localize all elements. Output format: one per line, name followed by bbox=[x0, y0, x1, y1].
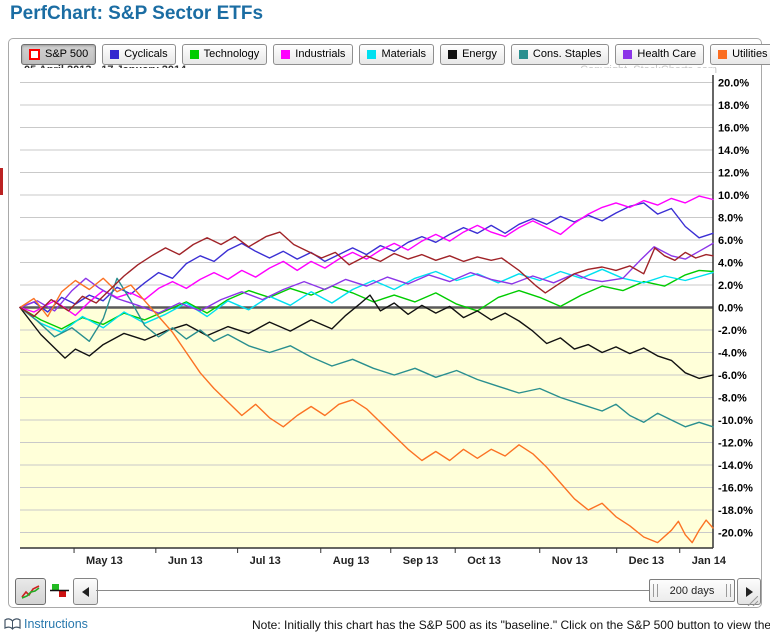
x-axis-label: Jul 13 bbox=[250, 555, 281, 567]
y-axis-label: -20.0% bbox=[718, 528, 753, 540]
series-line-energy bbox=[19, 294, 714, 380]
y-axis-label: -14.0% bbox=[718, 460, 753, 472]
legend-button-materials[interactable]: Materials bbox=[359, 43, 435, 65]
resize-grip[interactable] bbox=[746, 596, 758, 606]
y-axis-label: -6.0% bbox=[718, 370, 747, 382]
footer: Instructions Note: Initially this chart … bbox=[0, 611, 770, 641]
legend-label: Utilities bbox=[732, 48, 768, 60]
line-mode-button[interactable] bbox=[15, 578, 46, 605]
legend-label: Materials bbox=[381, 48, 427, 60]
page-title: PerfChart: S&P Sector ETFs bbox=[10, 3, 264, 24]
y-axis-label: 6.0% bbox=[718, 235, 743, 247]
legend-button-utilities[interactable]: Utilities bbox=[710, 43, 770, 65]
plot-bg-negative bbox=[20, 307, 713, 548]
x-axis-label: Oct 13 bbox=[467, 555, 501, 567]
right-arrow-icon bbox=[745, 586, 753, 597]
y-axis-label: 2.0% bbox=[718, 280, 743, 292]
y-axis-label: -12.0% bbox=[718, 438, 753, 450]
legend-button-health-care[interactable]: Health Care bbox=[615, 43, 705, 65]
series-line-health-care bbox=[19, 242, 714, 314]
legend-swatch bbox=[623, 49, 633, 59]
x-axis-label: Jan 14 bbox=[692, 555, 727, 567]
y-axis-label: -10.0% bbox=[718, 415, 753, 427]
x-axis-label: Nov 13 bbox=[552, 555, 588, 567]
legend-button-industrials[interactable]: Industrials bbox=[273, 43, 354, 65]
range-label: 200 days bbox=[669, 584, 715, 597]
histogram-mode-button[interactable] bbox=[48, 579, 71, 602]
legend-label: Cons. Staples bbox=[532, 48, 602, 60]
legend-button-technology[interactable]: Technology bbox=[181, 43, 268, 65]
sector-legend-bar: S&P 500 Cyclicals Technology Industrials Mat… bbox=[21, 43, 770, 65]
legend-button-cyclicals[interactable]: Cyclicals bbox=[102, 43, 176, 65]
y-axis-label: 0.0% bbox=[718, 303, 743, 315]
y-axis-label: 14.0% bbox=[718, 145, 749, 157]
range-slider-thumb[interactable]: 200 days bbox=[649, 579, 735, 602]
legend-swatch bbox=[29, 48, 40, 60]
thumb-grip-right bbox=[726, 584, 731, 597]
y-axis-label: 4.0% bbox=[718, 258, 743, 270]
x-axis-label: Dec 13 bbox=[629, 555, 664, 567]
legend-swatch bbox=[448, 49, 458, 59]
x-axis-label: May 13 bbox=[86, 555, 123, 567]
range-slider-track[interactable] bbox=[96, 590, 651, 591]
y-axis-label: -2.0% bbox=[718, 325, 747, 337]
y-axis-label: -18.0% bbox=[718, 505, 753, 517]
baseline-note: Note: Initially this chart has the S&P 5… bbox=[252, 618, 770, 632]
legend-button-energy[interactable]: Energy bbox=[440, 43, 505, 65]
y-axis-label: 18.0% bbox=[718, 100, 749, 112]
x-axis-label: Jun 13 bbox=[168, 555, 203, 567]
legend-label: Industrials bbox=[295, 48, 346, 60]
y-axis-label: -8.0% bbox=[718, 393, 747, 405]
x-axis-label: Sep 13 bbox=[403, 555, 438, 567]
left-edge-marker bbox=[0, 168, 3, 195]
y-axis-label: -16.0% bbox=[718, 483, 753, 495]
scroll-left-button[interactable] bbox=[73, 578, 98, 605]
legend-label: Health Care bbox=[637, 48, 697, 60]
histogram-icon bbox=[50, 583, 69, 597]
y-axis-label: 16.0% bbox=[718, 123, 749, 135]
legend-swatch bbox=[189, 49, 199, 59]
legend-swatch bbox=[281, 49, 291, 59]
series-line-industrials bbox=[19, 195, 714, 317]
legend-swatch bbox=[367, 49, 377, 59]
legend-swatch bbox=[110, 49, 120, 59]
x-axis-label: Aug 13 bbox=[333, 555, 370, 567]
y-axis-label: 20.0% bbox=[718, 78, 749, 90]
instructions-link[interactable]: Instructions bbox=[24, 617, 88, 631]
y-axis-label: 10.0% bbox=[718, 190, 749, 202]
legend-swatch bbox=[718, 49, 728, 59]
thumb-grip-left bbox=[653, 584, 658, 597]
performance-chart: 20.0% 18.0% 16.0% 14.0% 12.0% 10.0% 8.0% 6.0% 4.… bbox=[19, 68, 753, 567]
book-icon bbox=[4, 618, 21, 630]
left-arrow-icon bbox=[82, 586, 89, 597]
series-line-technology bbox=[19, 269, 714, 330]
y-axis-label: -4.0% bbox=[718, 348, 747, 360]
legend-label: Technology bbox=[203, 48, 260, 60]
legend-label: Energy bbox=[462, 48, 497, 60]
legend-label: S&P 500 bbox=[45, 48, 89, 60]
legend-button-cons-staples[interactable]: Cons. Staples bbox=[510, 43, 610, 65]
y-axis-label: 8.0% bbox=[718, 213, 743, 225]
series-line-cons-staples bbox=[19, 277, 714, 428]
series-line-utilities bbox=[19, 277, 714, 544]
line-chart-icon bbox=[21, 584, 40, 599]
legend-swatch bbox=[518, 49, 528, 59]
series-line-financials bbox=[19, 231, 714, 318]
legend-button-s-p-500[interactable]: S&P 500 bbox=[21, 43, 97, 65]
perfchart-widget: S&P 500 Cyclicals Technology Industrials Mat… bbox=[8, 38, 770, 608]
y-axis-label: 12.0% bbox=[718, 168, 749, 180]
legend-label: Cyclicals bbox=[124, 48, 168, 60]
